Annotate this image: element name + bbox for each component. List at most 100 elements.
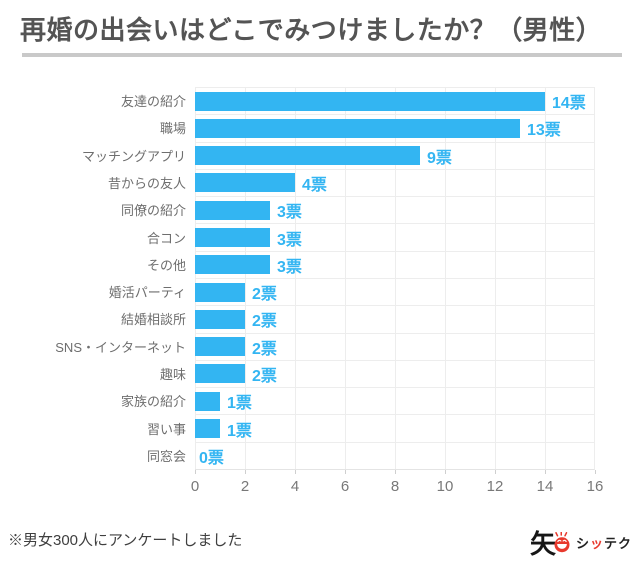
category-label: 同僚の紹介 bbox=[120, 203, 186, 219]
category-label: 婚活パーティ bbox=[108, 285, 186, 301]
bar-track: 4票 bbox=[195, 168, 595, 197]
category-label: 家族の紹介 bbox=[120, 394, 186, 410]
bar bbox=[195, 173, 295, 193]
chart-row: 同僚の紹介 3票 bbox=[0, 196, 640, 224]
title-divider bbox=[22, 53, 622, 57]
chart-row: マッチングアプリ 9票 bbox=[0, 141, 640, 169]
axis-tick-label: 10 bbox=[436, 478, 454, 495]
category-label: 結婚相談所 bbox=[120, 312, 186, 328]
bar bbox=[195, 364, 245, 384]
bar-track: 2票 bbox=[195, 277, 595, 306]
axis-tick-label: 14 bbox=[536, 478, 554, 495]
value-label: 2票 bbox=[252, 313, 277, 331]
bar-chart: 友達の紹介 14票 職場 13票 マッチングアプリ 9票 昔からの友人 4票 同僚の紹介 3票 合コ… bbox=[0, 87, 640, 502]
bar-track: 0票 bbox=[195, 441, 595, 470]
footer: ※男女300人にアンケートしました 矢 シッテク bbox=[0, 524, 640, 560]
axis-tick-mark bbox=[344, 470, 346, 474]
chart-row: 同窓会 0票 bbox=[0, 441, 640, 470]
bar bbox=[195, 200, 270, 220]
axis-tick-mark bbox=[544, 470, 546, 474]
category-label: その他 bbox=[146, 257, 186, 273]
category-label: 合コン bbox=[146, 230, 186, 246]
x-axis: 0 2 4 6 8 10 12 14 16 bbox=[191, 470, 603, 502]
chart-row: 趣味 2票 bbox=[0, 359, 640, 388]
axis-tick-label: 0 bbox=[190, 478, 200, 495]
chart-row: 習い事 1票 bbox=[0, 414, 640, 442]
bar-track: 3票 bbox=[195, 196, 595, 224]
bar-track: 2票 bbox=[195, 332, 595, 360]
axis-tick-label: 12 bbox=[486, 478, 504, 495]
chart-rows: 友達の紹介 14票 職場 13票 マッチングアプリ 9票 昔からの友人 4票 同僚の紹介 3票 合コ… bbox=[0, 87, 640, 470]
chart-row: 昔からの友人 4票 bbox=[0, 168, 640, 197]
bar-track: 9票 bbox=[195, 141, 595, 169]
category-label: マッチングアプリ bbox=[81, 148, 186, 164]
category-label: 習い事 bbox=[146, 421, 186, 437]
bar bbox=[195, 118, 520, 138]
survey-note: ※男女300人にアンケートしました bbox=[8, 532, 243, 549]
logo-text-part1: シ bbox=[575, 536, 590, 551]
axis-tick-mark bbox=[594, 470, 596, 474]
category-label: 同窓会 bbox=[146, 449, 186, 465]
bar-track: 1票 bbox=[195, 387, 595, 415]
axis-tick-mark bbox=[394, 470, 396, 474]
brand-logo: 矢 シッテク bbox=[530, 524, 632, 561]
category-label: 職場 bbox=[159, 121, 186, 137]
value-label: 1票 bbox=[227, 395, 252, 413]
bar-track: 3票 bbox=[195, 250, 595, 278]
value-label: 3票 bbox=[277, 204, 302, 222]
bar bbox=[195, 391, 220, 411]
bar-track: 14票 bbox=[195, 87, 595, 115]
bar-track: 3票 bbox=[195, 223, 595, 251]
chart-row: SNS・インターネット 2票 bbox=[0, 332, 640, 360]
axis-tick-mark bbox=[244, 470, 246, 474]
bar bbox=[195, 91, 545, 111]
chart-row: 友達の紹介 14票 bbox=[0, 87, 640, 115]
axis-tick-label: 2 bbox=[240, 478, 250, 495]
axis-tick-label: 6 bbox=[340, 478, 350, 495]
bar bbox=[195, 255, 270, 275]
bar bbox=[195, 282, 245, 302]
bar bbox=[195, 146, 420, 166]
value-label: 1票 bbox=[227, 422, 252, 440]
category-label: 昔からの友人 bbox=[107, 175, 186, 191]
bar bbox=[195, 309, 245, 329]
chart-row: 婚活パーティ 2票 bbox=[0, 277, 640, 306]
value-label: 0票 bbox=[199, 449, 224, 467]
bar-track: 2票 bbox=[195, 359, 595, 388]
value-label: 3票 bbox=[277, 231, 302, 249]
axis-tick-mark bbox=[194, 470, 196, 474]
bar bbox=[195, 228, 270, 248]
chart-row: 合コン 3票 bbox=[0, 223, 640, 251]
bar bbox=[195, 337, 245, 357]
logo-kanji: 矢 bbox=[529, 529, 556, 559]
category-label: SNS・インターネット bbox=[55, 339, 186, 355]
axis-tick-label: 4 bbox=[290, 478, 300, 495]
bar-track: 1票 bbox=[195, 414, 595, 442]
logo-text: シッテク bbox=[576, 533, 632, 552]
red-smiley-face-icon bbox=[554, 532, 570, 553]
chart-title: 再婚の出会いはどこでみつけましたか？（男性） bbox=[20, 15, 603, 45]
chart-row: 家族の紹介 1票 bbox=[0, 387, 640, 415]
bar-track: 2票 bbox=[195, 305, 595, 333]
value-label: 2票 bbox=[252, 367, 277, 385]
header: 再婚の出会いはどこでみつけましたか？（男性） bbox=[0, 0, 640, 57]
axis-tick-mark bbox=[494, 470, 496, 474]
value-label: 9票 bbox=[427, 149, 452, 167]
axis-tick-label: 16 bbox=[586, 478, 604, 495]
chart-row: その他 3票 bbox=[0, 250, 640, 278]
chart-row: 職場 13票 bbox=[0, 114, 640, 142]
category-label: 趣味 bbox=[159, 366, 186, 382]
bar bbox=[195, 419, 220, 439]
axis-tick-mark bbox=[444, 470, 446, 474]
chart-row: 結婚相談所 2票 bbox=[0, 305, 640, 333]
value-label: 13票 bbox=[527, 122, 561, 140]
value-label: 14票 bbox=[552, 95, 586, 113]
value-label: 2票 bbox=[252, 340, 277, 358]
axis-tick-label: 8 bbox=[390, 478, 400, 495]
category-label: 友達の紹介 bbox=[120, 94, 186, 110]
value-label: 4票 bbox=[302, 176, 327, 194]
bar-track: 13票 bbox=[195, 114, 595, 142]
axis-tick-mark bbox=[294, 470, 296, 474]
value-label: 3票 bbox=[277, 258, 302, 276]
